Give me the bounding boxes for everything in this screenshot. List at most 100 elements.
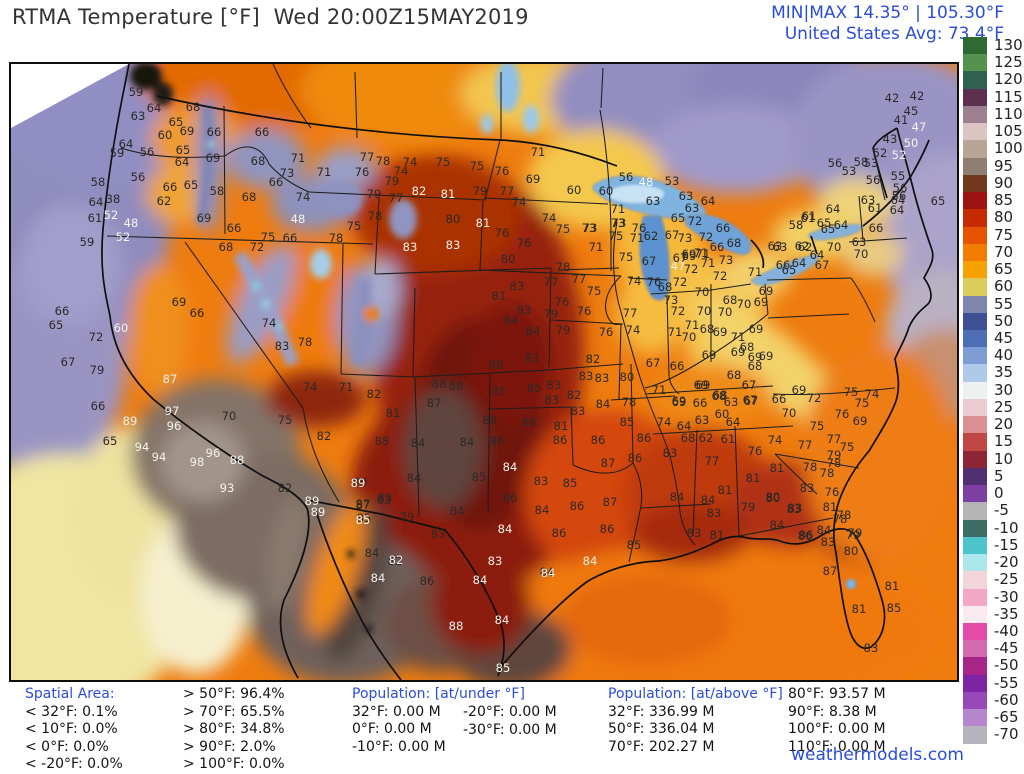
station-temp-label: 83 xyxy=(517,303,532,317)
station-temp-label: 70 xyxy=(854,247,869,261)
station-temp-label: 83 xyxy=(378,491,393,505)
stat-row: -30°F: 0.00 M xyxy=(463,721,557,738)
temperature-map: 59 63 64 68 65 69 60 66 66 64 59 56 65 64 69 68 71 73 71 66… xyxy=(9,62,959,682)
colorbar-swatch xyxy=(963,450,987,468)
colorbar-swatch xyxy=(963,519,987,537)
station-temp-label: 73 xyxy=(582,221,597,235)
population-above-header: Population: [at/above °F] xyxy=(608,686,783,702)
station-temp-label: 78 xyxy=(556,260,571,274)
station-temp-label: 83 xyxy=(403,240,418,254)
colorbar-row: 125 xyxy=(963,53,1023,72)
station-temp-label: 68 xyxy=(658,280,673,294)
colorbar-swatch xyxy=(963,657,987,675)
station-temp-label: 64 xyxy=(677,419,692,433)
station-temp-label: 81 xyxy=(554,419,569,433)
station-temp-label: 88 xyxy=(375,434,390,448)
station-temp-label: 66 xyxy=(283,231,298,245)
station-temp-label: 88 xyxy=(483,413,498,427)
stat-row: 90°F: 8.38 M xyxy=(788,703,877,720)
colorbar-swatch xyxy=(963,364,987,382)
colorbar-swatch xyxy=(963,605,987,623)
station-temp-label: 78 xyxy=(820,466,835,480)
colorbar-row: 95 xyxy=(963,157,1023,175)
colorbar-row: -55 xyxy=(963,674,1023,692)
colorbar-row: 85 xyxy=(963,191,1023,210)
station-temp-label: 74 xyxy=(865,387,880,401)
station-temp-label: 71 xyxy=(317,165,332,179)
station-temp-label: 81 xyxy=(492,289,507,303)
watermark-link[interactable]: weathermodels.com xyxy=(791,745,964,765)
station-temp-label: 83 xyxy=(595,371,610,385)
stat-row: 80°F: 93.57 M xyxy=(788,686,886,702)
colorbar-row: 80 xyxy=(963,209,1023,227)
station-temp-label: 80 xyxy=(620,370,635,384)
station-temp-label: 86 xyxy=(420,574,435,588)
station-temp-label: 65 xyxy=(671,211,686,225)
station-temp-label: 63 xyxy=(685,201,700,215)
station-temp-label: 75 xyxy=(609,229,624,243)
station-temp-label: 86 xyxy=(553,433,568,447)
station-temp-label: 48 xyxy=(124,216,139,230)
station-temp-label: 84 xyxy=(596,397,611,411)
station-temp-label: 79 xyxy=(848,526,863,540)
station-temp-label: 75 xyxy=(844,385,859,399)
station-temp-label: 63 xyxy=(131,109,146,123)
colorbar-swatch xyxy=(963,640,987,658)
station-temp-label: 86 xyxy=(591,433,606,447)
state-borders xyxy=(106,64,908,563)
station-temp-label: 64 xyxy=(891,193,906,207)
station-temp-label: 74 xyxy=(627,274,642,288)
colorbar-row: 45 xyxy=(963,329,1023,348)
station-temp-label: 64 xyxy=(147,101,162,115)
station-temp-label: 77 xyxy=(827,432,842,446)
station-temp-label: 45 xyxy=(904,104,919,118)
station-temp-label: 71 xyxy=(652,383,667,397)
station-temp-label: 70 xyxy=(827,240,842,254)
station-temp-label: 59 xyxy=(110,146,125,160)
station-temp-label: 94 xyxy=(135,440,150,454)
colorbar-row: 35 xyxy=(963,363,1023,382)
station-temp-label: 65 xyxy=(817,216,832,230)
colorbar-swatch xyxy=(963,691,987,710)
colorbar-row: 130 xyxy=(963,36,1023,55)
us-average-readout: United States Avg: 73.4°F xyxy=(784,24,1004,44)
station-temp-label: 72 xyxy=(688,214,703,228)
station-temp-label: 84 xyxy=(411,436,426,450)
station-temp-label: 63 xyxy=(646,194,661,208)
station-temp-label: 65 xyxy=(782,263,797,277)
colorbar-tick-label: 55 xyxy=(994,294,1014,313)
station-temp-label: 85 xyxy=(356,513,371,527)
station-temp-label: 69 xyxy=(172,295,187,309)
station-temp-label: 59 xyxy=(129,85,144,99)
colorbar-swatch xyxy=(963,312,987,330)
population-under-header: Population: [at/under °F] xyxy=(352,686,525,702)
station-temp-label: 71 xyxy=(685,318,700,332)
colorbar-tick-label: 100 xyxy=(994,139,1023,158)
station-temp-label: 65 xyxy=(49,318,64,332)
colorbar-row: -5 xyxy=(963,502,1023,520)
colorbar-swatch xyxy=(963,71,987,89)
station-temp-label: 73 xyxy=(664,293,679,307)
station-temp-label: 69 xyxy=(197,211,212,225)
colorbar-row: 25 xyxy=(963,398,1023,417)
colorbar-tick-label: 115 xyxy=(994,87,1023,106)
station-temp-label: 87 xyxy=(356,498,371,512)
colorbar-row: 10 xyxy=(963,450,1023,468)
station-temp-label: 83 xyxy=(525,351,540,365)
station-temp-label: 66 xyxy=(55,304,70,318)
station-temp-label: 76 xyxy=(599,325,614,339)
station-temp-label: 63 xyxy=(679,189,694,203)
station-temp-label: 62 xyxy=(644,229,659,243)
station-temp-label: 78 xyxy=(837,508,852,522)
colorbar-tick-label: -25 xyxy=(994,570,1019,589)
station-temp-label: 68 xyxy=(723,293,738,307)
station-temp-label: 79 xyxy=(741,500,756,514)
station-temp-label: 63 xyxy=(773,240,788,254)
station-temp-label: 81 xyxy=(441,187,456,201)
station-temp-label: 73 xyxy=(612,216,627,230)
station-temp-label: 83 xyxy=(545,393,560,407)
station-temp-label: 66 xyxy=(869,221,884,235)
colorbar-tick-label: 90 xyxy=(994,173,1014,192)
colorbar-swatch xyxy=(963,261,987,279)
colorbar-tick-label: 35 xyxy=(994,363,1014,382)
